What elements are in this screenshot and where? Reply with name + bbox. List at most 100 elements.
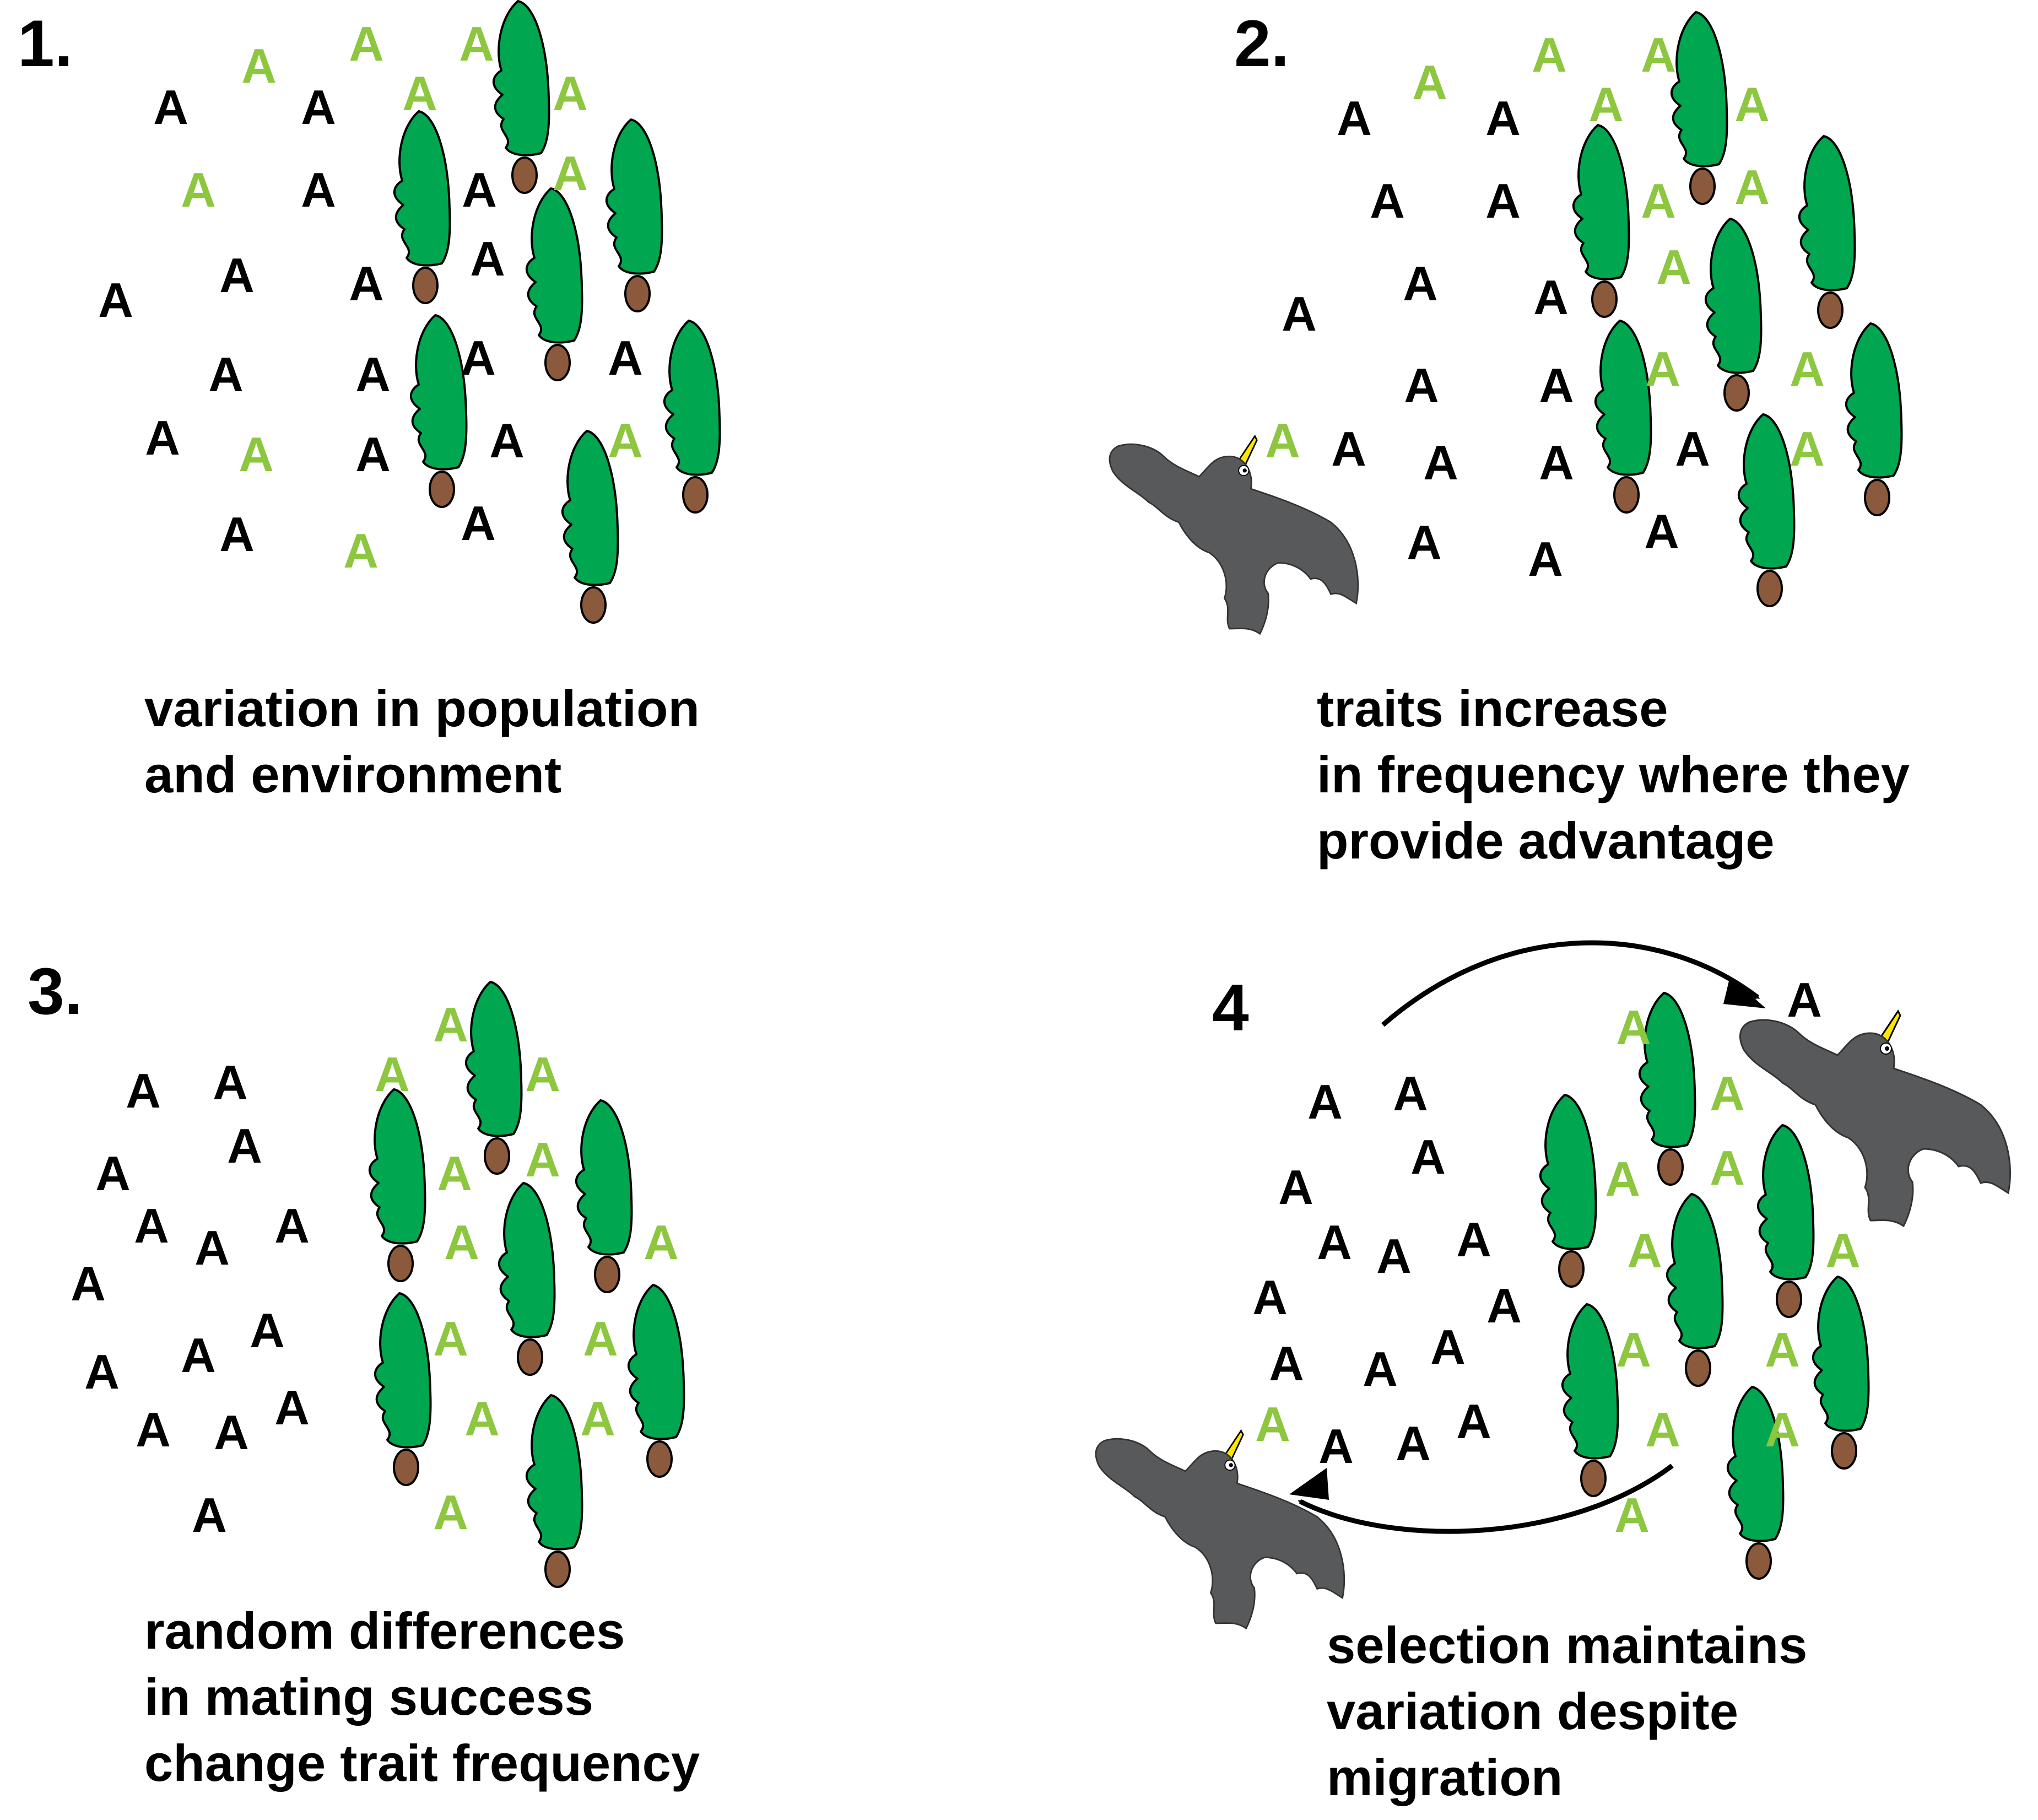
- tree-icon: [464, 981, 523, 1175]
- tree-icon: [525, 1394, 583, 1588]
- tree-icon: [1670, 11, 1728, 205]
- light-individual: A: [239, 427, 274, 482]
- dark-individual: A: [136, 1402, 171, 1457]
- dark-individual: A: [489, 413, 525, 468]
- light-individual: A: [1710, 1141, 1745, 1195]
- caption-line: provide advantage: [1317, 812, 1775, 870]
- light-individual: A: [1710, 1066, 1745, 1121]
- caption-line: migration: [1327, 1748, 1563, 1806]
- dark-individual: A: [208, 347, 244, 402]
- panel-4-caption: selection maintains variation despite mi…: [1327, 1616, 1807, 1806]
- light-individual: A: [1265, 413, 1300, 468]
- tree-icon: [374, 1292, 432, 1486]
- dark-individual: A: [1528, 532, 1563, 586]
- light-individual: A: [1255, 1397, 1290, 1451]
- caption-line: change trait frequency: [144, 1734, 700, 1792]
- light-individual: A: [1734, 160, 1770, 214]
- light-individual: A: [1645, 1402, 1680, 1457]
- dark-individual: A: [71, 1256, 106, 1311]
- caption-line: selection maintains: [1327, 1616, 1807, 1674]
- dark-individual: A: [1278, 1160, 1313, 1214]
- dark-individual: A: [274, 1380, 310, 1435]
- tree-icon: [1666, 1193, 1724, 1387]
- caption-line: and environment: [144, 746, 561, 803]
- light-individual: A: [402, 66, 437, 121]
- dark-individual: A: [355, 347, 391, 402]
- dark-individual: A: [1423, 435, 1458, 490]
- dark-individual: A: [1456, 1212, 1491, 1267]
- dark-individual: A: [1282, 287, 1317, 341]
- light-individual: A: [1532, 28, 1567, 82]
- light-individual: A: [437, 1146, 472, 1201]
- light-individual: A: [583, 1311, 618, 1366]
- panel-2-label: 2.: [1234, 7, 1289, 80]
- dark-individual: A: [1396, 1416, 1431, 1471]
- light-individual: A: [1765, 1402, 1800, 1457]
- light-individual: A: [1616, 1322, 1651, 1377]
- dark-individual: A: [301, 80, 336, 134]
- tree-icon: [1704, 218, 1763, 412]
- dark-individual: A: [1403, 256, 1438, 311]
- dark-individual: A: [608, 331, 643, 385]
- light-individual: A: [525, 1132, 560, 1187]
- dark-individual: A: [98, 273, 133, 327]
- dark-individual: A: [1376, 1229, 1412, 1283]
- light-individual: A: [433, 997, 468, 1052]
- light-individual: A: [459, 17, 494, 71]
- dark-individual: A: [1486, 1278, 1522, 1333]
- panel-4-label: 4: [1212, 971, 1249, 1045]
- dark-individual: A: [1370, 174, 1405, 228]
- caption-line: variation despite: [1327, 1682, 1738, 1740]
- tree-icon: [409, 314, 468, 508]
- tree-icon: [1561, 1303, 1619, 1497]
- panel-3-label: 3.: [28, 954, 83, 1028]
- migration-arrow-icon: [1381, 940, 1760, 1027]
- light-individual: A: [1641, 174, 1676, 228]
- dark-individual: A: [1252, 1270, 1288, 1325]
- dark-individual: A: [1787, 973, 1822, 1027]
- tree-icon: [663, 320, 721, 514]
- light-individual: A: [1765, 1322, 1800, 1377]
- caption-line: in frequency where they: [1317, 746, 1910, 803]
- tree-icon: [1812, 1276, 1870, 1470]
- dark-individual: A: [1485, 91, 1521, 145]
- light-individual: A: [1588, 77, 1624, 132]
- dark-individual: A: [274, 1198, 310, 1253]
- light-individual: A: [1605, 1152, 1640, 1206]
- dark-individual: A: [145, 411, 180, 465]
- tree-icon: [605, 118, 663, 312]
- tree-icon: [1798, 135, 1856, 329]
- tree-icon: [525, 187, 583, 381]
- panel-2-caption: traits increase in frequency where they …: [1317, 679, 1910, 870]
- light-individual: A: [553, 146, 588, 201]
- dark-individual: A: [1337, 91, 1372, 145]
- light-individual: A: [343, 523, 379, 578]
- dark-individual: A: [1539, 435, 1574, 490]
- dark-individual: A: [1317, 1215, 1352, 1270]
- panel-1-caption: variation in population and environment: [144, 679, 700, 803]
- light-individual: A: [580, 1391, 615, 1446]
- light-individual: A: [644, 1215, 679, 1270]
- dark-individual: A: [1675, 422, 1710, 476]
- dark-individual: A: [219, 248, 255, 303]
- light-individual: A: [1734, 77, 1770, 132]
- tree-icon: [368, 1088, 426, 1282]
- light-individual: A: [1641, 28, 1676, 82]
- dark-individual: A: [192, 1488, 227, 1542]
- light-individual: A: [1645, 342, 1680, 396]
- light-individual: A: [433, 1311, 468, 1366]
- tree-icon: [627, 1284, 685, 1478]
- tree-icon: [1572, 124, 1630, 318]
- bird-icon: [1109, 435, 1359, 635]
- dark-individual: A: [1269, 1336, 1304, 1391]
- dark-individual: A: [126, 1063, 161, 1118]
- light-individual: A: [375, 1047, 410, 1101]
- tree-icon: [1539, 1094, 1597, 1288]
- dark-individual: A: [1318, 1419, 1354, 1473]
- dark-individual: A: [213, 1055, 248, 1110]
- light-individual: A: [1790, 422, 1825, 476]
- tree-icon: [575, 1099, 633, 1293]
- light-individual: A: [464, 1391, 500, 1446]
- light-individual: A: [1825, 1223, 1861, 1278]
